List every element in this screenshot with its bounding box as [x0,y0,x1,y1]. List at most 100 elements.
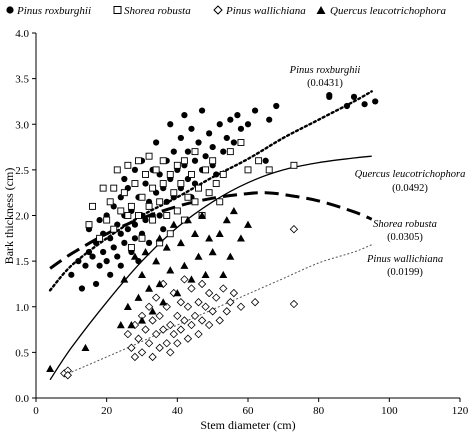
point-quercus-leucotrichophora [183,216,192,224]
y-tick-label: 1.5 [15,256,29,268]
point-pinus-wallichiana [204,288,214,298]
point-shorea-robusta [219,170,227,178]
point-pinus-roxburghii [89,253,96,260]
legend: Pinus roxburghii Shorea robusta Pinus wa… [6,5,446,17]
point-pinus-roxburghii [96,262,103,269]
point-shorea-robusta [237,139,245,146]
point-pinus-roxburghii [153,139,160,146]
point-pinus-wallichiana [176,298,186,307]
point-pinus-roxburghii [234,112,241,119]
point-pinus-wallichiana [212,293,221,302]
curve-quercus-leucotrichophora [49,155,372,381]
curve-value-quercus-leucotrichophora: (0.0492) [392,183,428,194]
point-pinus-roxburghii [142,216,149,224]
point-pinus-roxburghii [244,121,252,128]
y-tick-label: 3.5 [15,74,29,86]
point-pinus-wallichiana [173,311,182,321]
point-quercus-leucotrichophora [138,316,146,324]
point-quercus-leucotrichophora [198,211,207,219]
curve-labels: Pinus roxburghii (0.0431) Quercus leucot… [289,65,466,278]
point-pinus-roxburghii [209,143,216,151]
point-pinus-wallichiana [166,320,175,330]
point-shorea-robusta [138,193,146,201]
legend-label-pinus-wallichiana: Pinus wallichiana [225,5,306,17]
point-quercus-leucotrichophora [173,289,182,297]
point-pinus-wallichiana [187,284,196,293]
point-pinus-roxburghii [251,107,259,114]
point-shorea-robusta [216,198,224,206]
point-shorea-robusta [173,161,181,169]
point-quercus-leucotrichophora [159,298,168,306]
point-shorea-robusta [96,234,104,242]
point-pinus-roxburghii [68,271,75,278]
curve-pinus-roxburghii [48,90,373,292]
point-shorea-robusta [205,189,213,197]
point-pinus-wallichiana [229,288,239,298]
point-shorea-robusta [166,230,174,238]
y-tick-label: 4.0 [15,28,29,40]
point-pinus-wallichiana [250,298,260,307]
point-shorea-robusta [191,148,199,156]
point-pinus-roxburghii [237,125,245,132]
point-pinus-roxburghii [220,148,227,155]
point-shorea-robusta [149,184,157,192]
point-pinus-wallichiana [134,334,143,343]
point-shorea-robusta [89,202,96,210]
point-quercus-leucotrichophora [134,293,143,301]
point-quercus-leucotrichophora [208,248,217,256]
point-pinus-wallichiana [169,329,178,339]
curve-value-pinus-wallichiana: (0.0199) [387,267,423,278]
point-quercus-leucotrichophora [162,243,171,251]
point-quercus-leucotrichophora [138,270,146,279]
point-shorea-robusta [156,198,164,206]
point-pinus-roxburghii [107,271,114,278]
point-quercus-leucotrichophora [46,364,55,372]
x-tick-label: 40 [172,405,184,417]
point-pinus-roxburghii [156,212,163,219]
point-pinus-wallichiana [123,329,133,339]
point-pinus-wallichiana [201,302,210,311]
curve-shorea-robusta [49,191,373,270]
legend-label-pinus-roxburghii: Pinus roxburghii [16,5,91,17]
point-pinus-wallichiana [137,348,147,357]
x-tick-label: 60 [243,405,255,417]
y-tick-label: 2.0 [15,211,29,223]
legend-marker-quercus-leucotrichophora [316,6,326,14]
point-pinus-wallichiana [190,311,200,321]
point-shorea-robusta [173,207,181,215]
point-pinus-wallichiana [141,325,150,334]
point-shorea-robusta [131,180,139,188]
point-pinus-roxburghii [216,121,223,128]
point-pinus-roxburghii [85,248,93,256]
point-pinus-roxburghii [170,148,177,155]
point-pinus-roxburghii [100,248,107,256]
point-pinus-roxburghii [78,285,86,292]
x-tick-label: 20 [101,405,113,417]
point-pinus-wallichiana [204,320,214,330]
point-quercus-leucotrichophora [194,252,203,260]
point-shorea-robusta [159,180,167,188]
point-quercus-leucotrichophora [219,270,228,279]
curve-label-pinus-wallichiana: Pinus wallichiana [366,254,443,265]
point-pinus-wallichiana [226,298,235,307]
point-pinus-roxburghii [227,116,234,123]
point-shorea-robusta [191,198,199,206]
point-pinus-roxburghii [188,125,195,132]
point-pinus-roxburghii [103,258,110,265]
y-tick-label: 2.5 [15,165,29,177]
point-quercus-leucotrichophora [116,321,125,329]
point-pinus-roxburghii [82,262,89,269]
point-quercus-leucotrichophora [176,238,185,247]
legend-marker-pinus-roxburghii [6,6,14,14]
plot-area: 0.0 0.5 1.0 1.5 2.0 2.5 3.0 3.5 4.0 0 20 40 60 80 100… [15,28,469,417]
point-shorea-robusta [166,170,174,178]
point-pinus-wallichiana [183,334,193,343]
point-pinus-roxburghii [131,235,139,242]
point-pinus-roxburghii [117,262,124,269]
point-quercus-leucotrichophora [205,234,214,242]
point-pinus-wallichiana [127,343,136,352]
point-pinus-roxburghii [110,244,117,251]
point-pinus-roxburghii [160,226,167,233]
point-quercus-leucotrichophora [155,234,164,242]
